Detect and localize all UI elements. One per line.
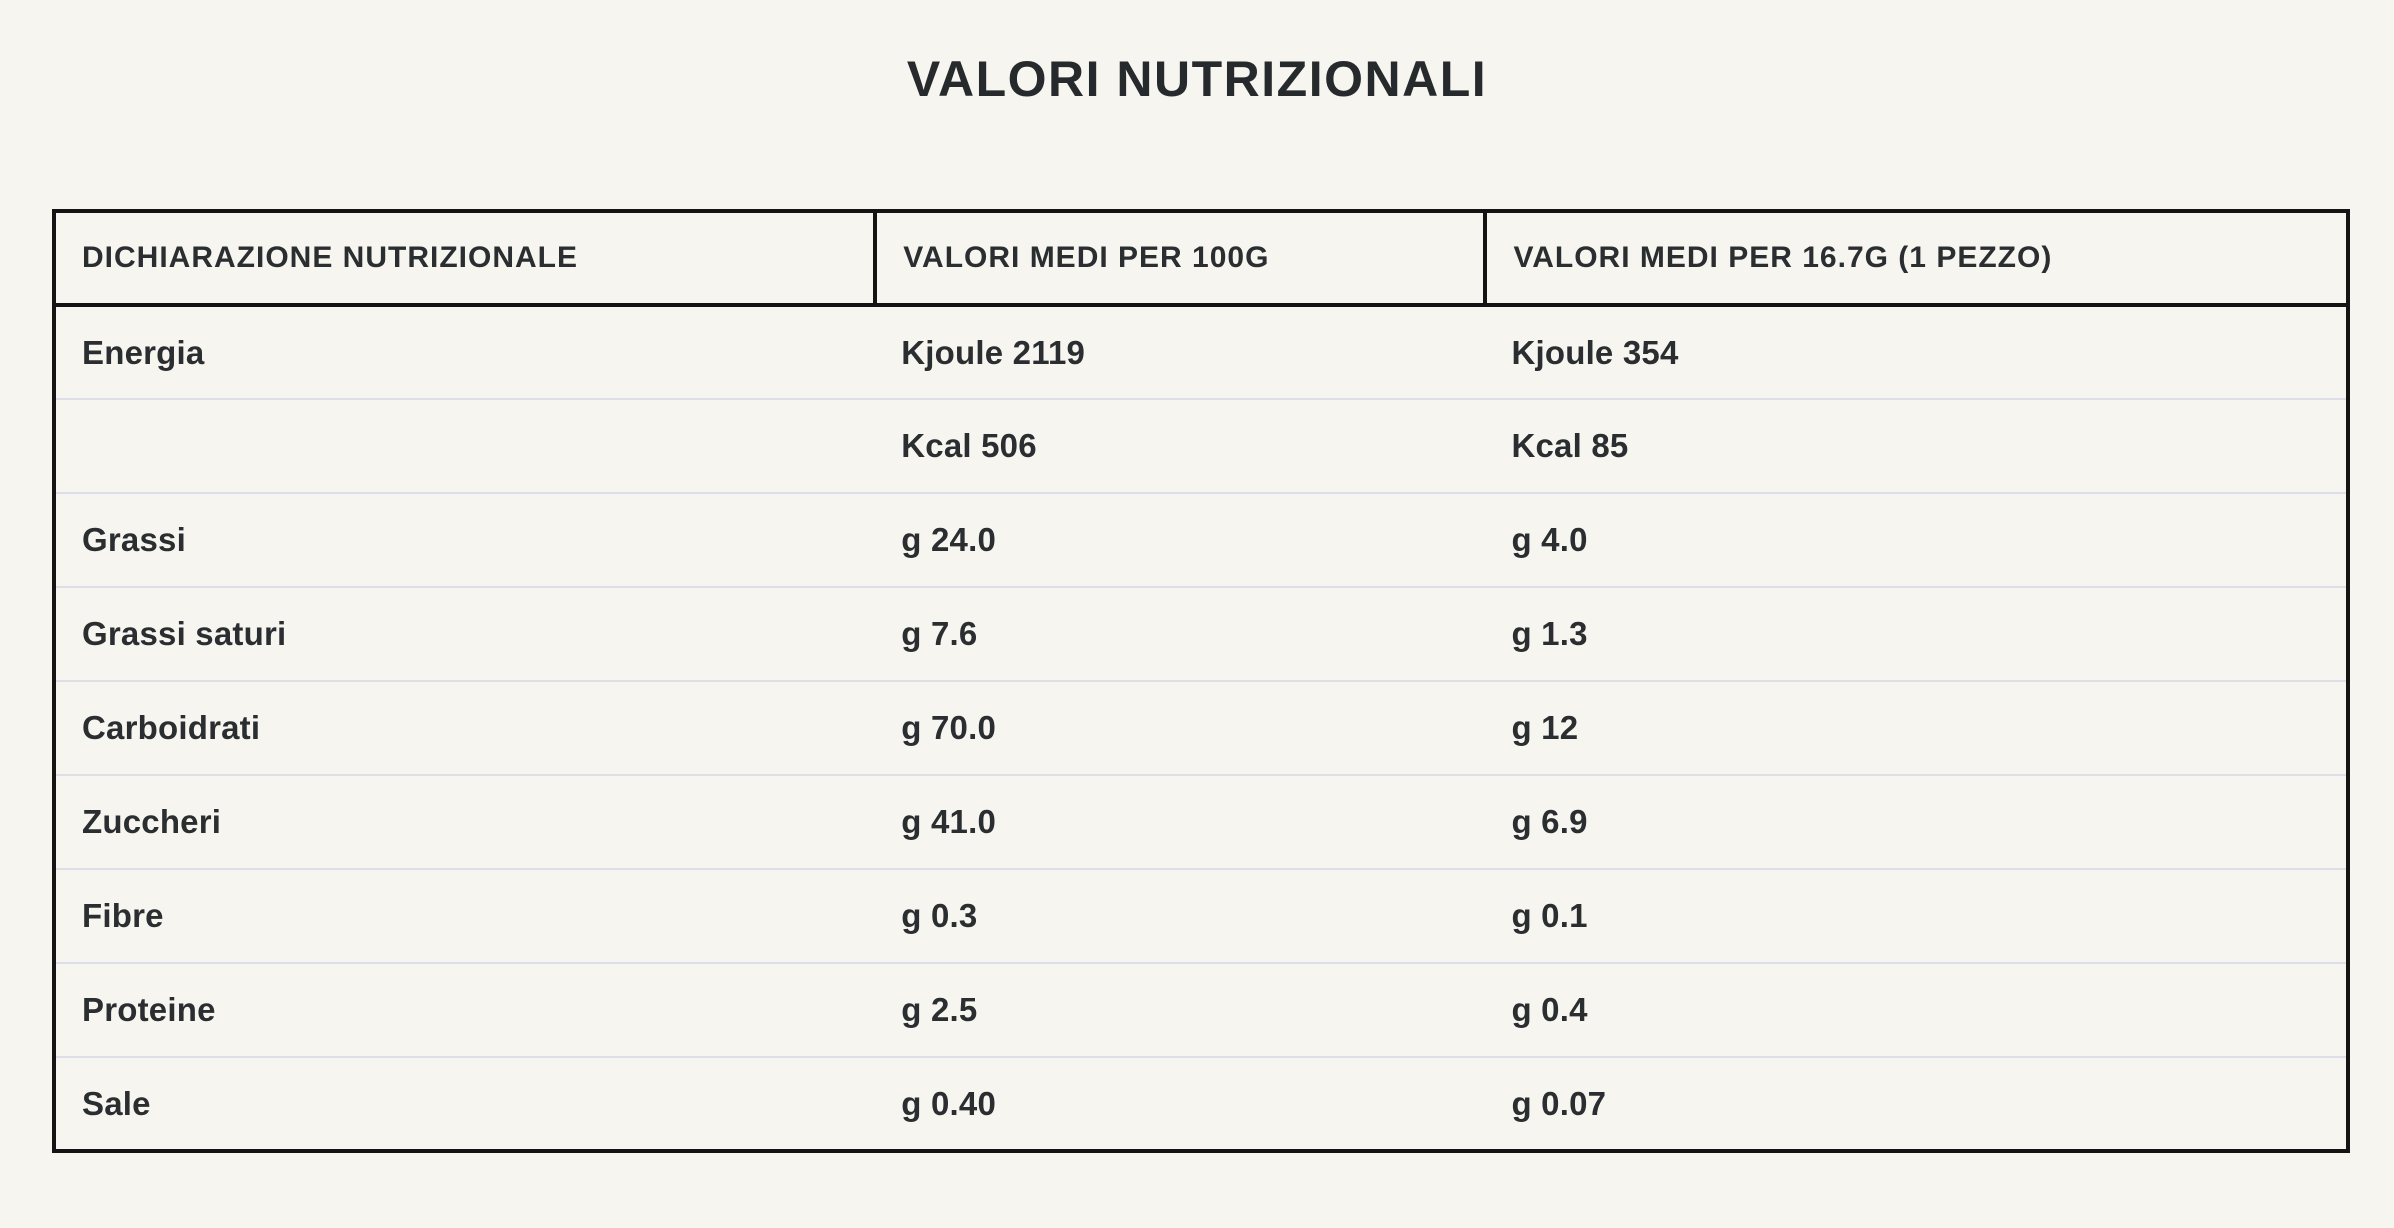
per-100g-value-cell: g 7.6 xyxy=(875,586,1486,681)
per-piece-value-cell: Kcal 85 xyxy=(1485,398,2348,493)
per-100g-value-cell: g 41.0 xyxy=(875,774,1486,869)
table-row: Proteine g 2.5 g 0.4 xyxy=(54,962,2348,1057)
per-100g-value-cell: Kcal 506 xyxy=(875,398,1486,493)
column-header-per-piece: VALORI MEDI PER 16.7G (1 PEZZO) xyxy=(1483,209,2350,307)
table-header-row: DICHIARAZIONE NUTRIZIONALE VALORI MEDI P… xyxy=(51,209,2350,307)
table-row: Grassi g 24.0 g 4.0 xyxy=(54,492,2348,587)
nutrient-name-cell: Grassi saturi xyxy=(54,586,876,681)
nutrition-table-container: DICHIARAZIONE NUTRIZIONALE VALORI MEDI P… xyxy=(51,209,2350,1153)
page-title: VALORI NUTRIZIONALI xyxy=(906,51,1488,107)
per-piece-value-cell: Kjoule 354 xyxy=(1485,304,2348,399)
table-row: Grassi saturi g 7.6 g 1.3 xyxy=(54,586,2348,681)
table-row: Carboidrati g 70.0 g 12 xyxy=(54,680,2348,775)
per-piece-value-cell: g 0.1 xyxy=(1485,868,2348,963)
per-piece-value-cell: g 12 xyxy=(1485,680,2348,775)
nutrition-table: DICHIARAZIONE NUTRIZIONALE VALORI MEDI P… xyxy=(51,209,2350,1153)
table-row: Fibre g 0.3 g 0.1 xyxy=(54,868,2348,963)
per-100g-value-cell: g 2.5 xyxy=(875,962,1486,1057)
per-piece-value-cell: g 0.07 xyxy=(1485,1056,2348,1151)
nutrient-name-cell: Grassi xyxy=(54,492,876,587)
per-100g-value-cell: g 24.0 xyxy=(875,492,1486,587)
table-row: Energia Kjoule 2119 Kjoule 354 xyxy=(54,304,2348,399)
per-100g-value-cell: g 0.3 xyxy=(875,868,1486,963)
nutrient-name-cell: Energia xyxy=(54,304,876,399)
nutrient-name-cell: Zuccheri xyxy=(54,774,876,869)
per-100g-value-cell: g 70.0 xyxy=(875,680,1486,775)
nutrient-name-cell: Proteine xyxy=(54,962,876,1057)
per-100g-value-cell: Kjoule 2119 xyxy=(875,304,1486,399)
nutrient-name-cell xyxy=(54,398,876,493)
per-100g-value-cell: g 0.40 xyxy=(875,1056,1486,1151)
column-header-per-100g: VALORI MEDI PER 100G xyxy=(873,209,1488,307)
nutrient-name-cell: Fibre xyxy=(54,868,876,963)
per-piece-value-cell: g 0.4 xyxy=(1485,962,2348,1057)
nutrient-name-cell: Sale xyxy=(54,1056,876,1151)
table-row: Sale g 0.40 g 0.07 xyxy=(54,1056,2348,1151)
column-header-nutrient: DICHIARAZIONE NUTRIZIONALE xyxy=(51,209,878,307)
nutrient-name-cell: Carboidrati xyxy=(54,680,876,775)
table-row: Zuccheri g 41.0 g 6.9 xyxy=(54,774,2348,869)
per-piece-value-cell: g 6.9 xyxy=(1485,774,2348,869)
table-row: Kcal 506 Kcal 85 xyxy=(54,398,2348,493)
per-piece-value-cell: g 4.0 xyxy=(1485,492,2348,587)
per-piece-value-cell: g 1.3 xyxy=(1485,586,2348,681)
